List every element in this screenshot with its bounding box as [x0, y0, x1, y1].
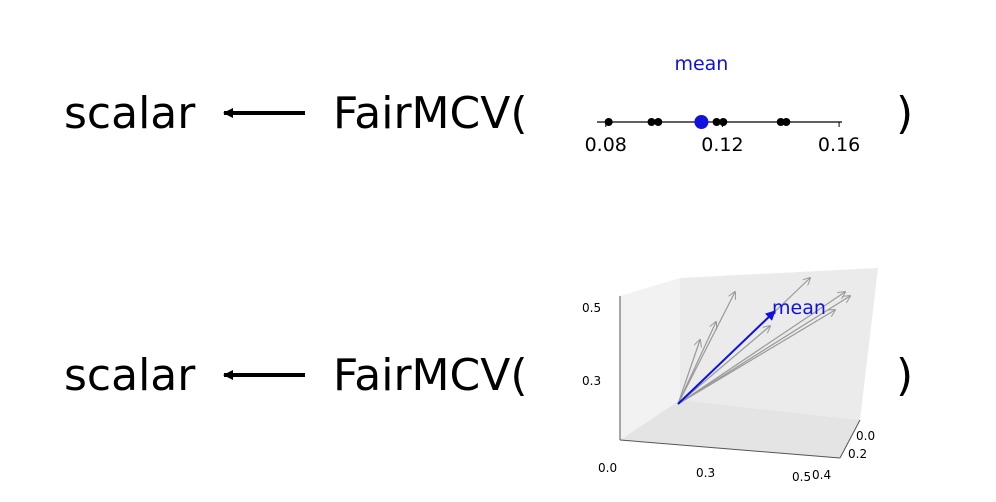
pane [620, 400, 860, 458]
function-label: FairMCV( [333, 350, 528, 401]
point [776, 118, 785, 126]
x-tick-label: 0.16 [818, 134, 860, 156]
point [719, 118, 728, 126]
plot-3d: mean 0.5 0.3 0.0 0.3 0.5 0.0 0.2 0.4 [582, 268, 878, 484]
x-tick-label: 0.3 [696, 466, 715, 480]
vector [677, 322, 716, 405]
vector [677, 292, 845, 405]
output-label: scalar [64, 88, 196, 139]
axis [839, 419, 861, 459]
x-tick-label: 0.5 [792, 470, 811, 484]
x-tick-label: 0.0 [598, 461, 617, 475]
point [782, 118, 791, 126]
y-tick-label: 0.2 [848, 447, 867, 461]
vector [677, 292, 735, 405]
point [604, 118, 613, 126]
point [712, 118, 721, 126]
close-paren: ) [896, 88, 913, 139]
strip-plot: 0.08 0.12 0.16 mean [585, 53, 861, 156]
y-tick-label: 0.4 [812, 468, 831, 482]
vector [677, 326, 770, 405]
vector [677, 310, 835, 405]
vector [677, 340, 700, 405]
mean-point [694, 115, 709, 129]
y-tick-label: 0.0 [856, 429, 875, 443]
output-label: scalar [64, 350, 196, 401]
x-tick-label: 0.08 [585, 134, 627, 156]
x-tick-label: 0.12 [701, 134, 743, 156]
point [654, 118, 663, 126]
z-tick-label: 0.3 [582, 374, 601, 388]
pane [620, 278, 680, 440]
mean-vector [677, 310, 776, 405]
mean-label: mean [674, 53, 728, 75]
function-label: FairMCV( [333, 88, 528, 139]
point [647, 118, 656, 126]
mean-label: mean [772, 297, 826, 319]
close-paren: ) [896, 350, 913, 401]
vector [677, 296, 850, 405]
z-tick-label: 0.5 [582, 301, 601, 315]
axis [619, 439, 841, 459]
